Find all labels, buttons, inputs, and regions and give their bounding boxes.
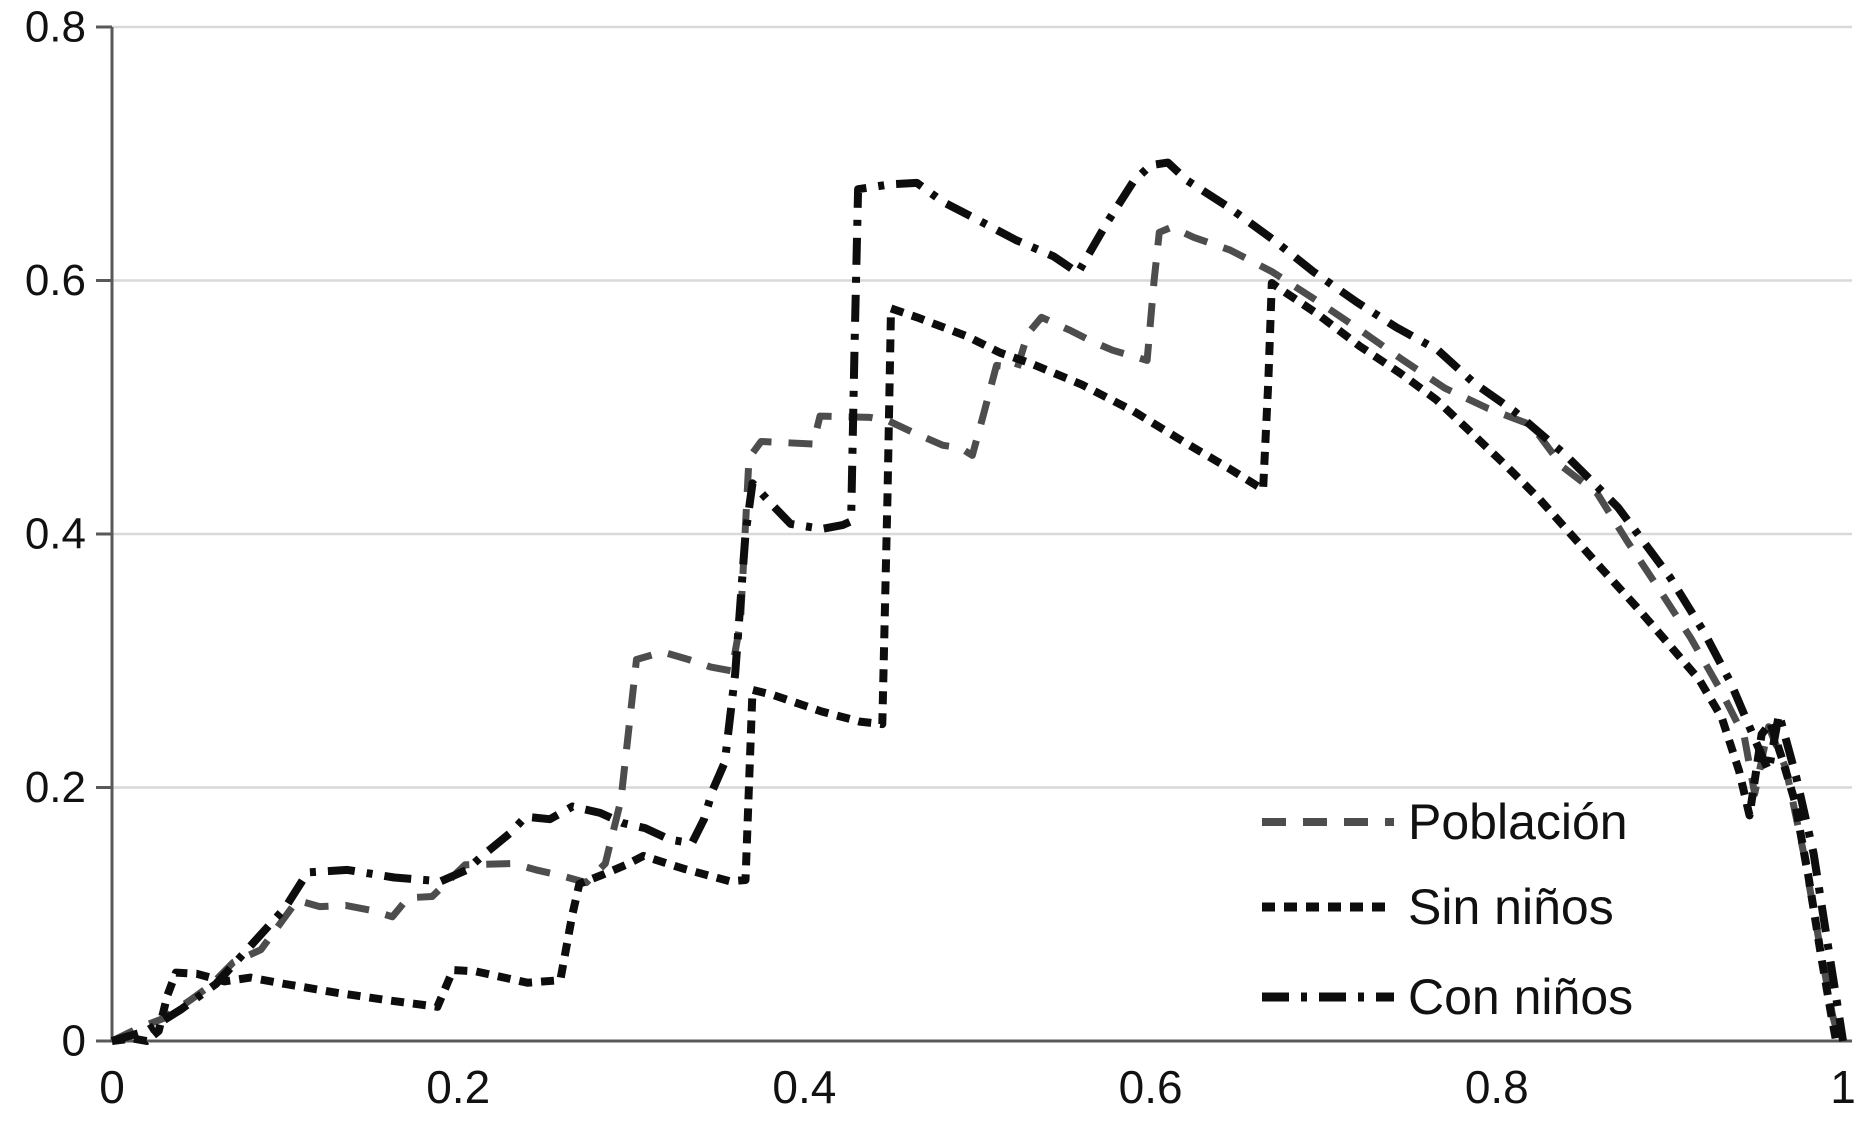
x-tick-label: 0.4 — [772, 1061, 836, 1113]
series-line-poblacion — [110, 223, 1843, 1045]
y-tick-label: 0.6 — [25, 256, 86, 305]
series-lines — [110, 158, 1847, 1045]
x-tick-label: 0.2 — [426, 1061, 490, 1113]
y-axis-tick-labels: 0 0.2 0.4 0.6 0.8 — [25, 3, 86, 1066]
axes — [96, 25, 1852, 1043]
legend-item-sin-ninos: Sin niños — [1262, 879, 1614, 935]
x-axis-tick-labels: 0 0.2 0.4 0.6 0.8 1 — [99, 1061, 1854, 1113]
y-tick-label: 0.2 — [25, 763, 86, 812]
legend-item-con-ninos: Con niños — [1262, 969, 1633, 1025]
x-tick-label: 0.6 — [1119, 1061, 1183, 1113]
legend-label-sin-ninos: Sin niños — [1408, 879, 1614, 935]
legend-label-poblacion: Población — [1408, 794, 1628, 850]
legend-item-poblacion: Población — [1262, 794, 1628, 850]
legend-label-con-ninos: Con niños — [1408, 969, 1633, 1025]
x-tick-label: 0.8 — [1465, 1061, 1529, 1113]
x-tick-label: 1 — [1830, 1061, 1854, 1113]
series-line-con-ninos — [110, 158, 1847, 1045]
gridlines — [112, 25, 1852, 789]
legend: Población Sin niños Con niños — [1262, 794, 1633, 1025]
y-tick-label: 0 — [62, 1017, 86, 1066]
x-tick-label: 0 — [99, 1061, 125, 1113]
y-tick-label: 0.4 — [25, 510, 86, 559]
y-tick-label: 0.8 — [25, 3, 86, 52]
